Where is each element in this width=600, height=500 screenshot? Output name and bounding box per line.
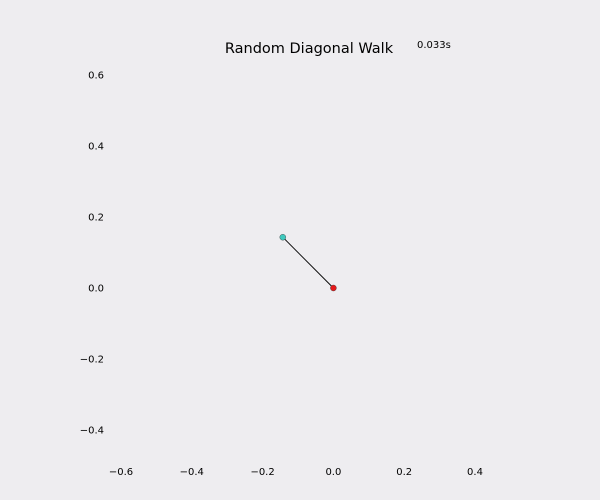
x-axis: −0.6 −0.4 −0.2 0.0 0.2 0.4: [109, 467, 483, 478]
marker-layer: [279, 234, 337, 292]
x-tick-label: −0.4: [180, 467, 204, 478]
y-tick-label: −0.2: [80, 355, 104, 366]
y-axis: −0.4 −0.2 0.0 0.2 0.4 0.6: [80, 71, 104, 437]
x-tick-label: −0.2: [250, 467, 274, 478]
y-tick-label: 0.2: [88, 213, 104, 224]
x-tick-label: −0.6: [109, 467, 133, 478]
start-point-marker: [330, 284, 337, 292]
y-tick-label: 0.0: [88, 284, 104, 295]
chart-title: Random Diagonal Walk: [224, 41, 394, 57]
x-tick-label: 0.2: [396, 467, 412, 478]
elapsed-time-annotation: 0.033s: [417, 40, 451, 51]
x-tick-label: 0.0: [325, 467, 341, 478]
y-tick-label: 0.6: [88, 71, 104, 82]
y-tick-label: 0.4: [88, 142, 104, 153]
current-point-marker: [279, 234, 286, 241]
walk-path-line: [282, 236, 334, 289]
x-tick-label: 0.4: [467, 467, 483, 478]
y-tick-label: −0.4: [80, 426, 104, 437]
series-layer: [282, 236, 334, 289]
